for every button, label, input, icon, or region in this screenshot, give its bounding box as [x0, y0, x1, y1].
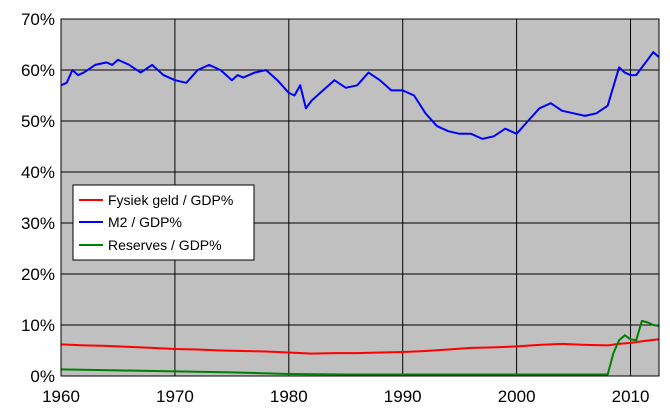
legend-label-fysiek-geld: Fysiek geld / GDP%	[108, 192, 233, 208]
x-tick-label: 1990	[384, 387, 422, 406]
plot-frame	[60, 18, 660, 377]
y-tick-label: 40%	[21, 163, 55, 182]
series-line-m2	[60, 51, 660, 140]
y-tick-label: 50%	[21, 112, 55, 131]
series-line-fysiek-geld	[60, 338, 660, 355]
y-tick-label: 10%	[21, 316, 55, 335]
y-tick-label: 60%	[21, 61, 55, 80]
tick-labels: 1960 1970 1980 1990 2000 2010 0% 10% 20% 30% 40% 50…	[21, 10, 649, 406]
x-tick-label: 1960	[42, 387, 80, 406]
y-tick-label: 0%	[30, 367, 55, 386]
y-tick-label: 30%	[21, 214, 55, 233]
x-tick-label: 1970	[156, 387, 194, 406]
legend-label-reserves: Reserves / GDP%	[108, 237, 222, 253]
legend-box	[72, 184, 255, 261]
y-tick-label: 70%	[21, 10, 55, 29]
legend: Fysiek geld / GDP% M2 / GDP% Reserves / …	[72, 184, 255, 261]
x-tick-label: 2000	[498, 387, 536, 406]
series-line-reserves	[60, 319, 660, 376]
series-lines	[60, 51, 660, 376]
x-tick-label: 1980	[270, 387, 308, 406]
legend-label-m2: M2 / GDP%	[108, 214, 182, 230]
x-tick-label: 2010	[612, 387, 650, 406]
grid-lines	[61, 18, 659, 376]
y-tick-label: 20%	[21, 265, 55, 284]
